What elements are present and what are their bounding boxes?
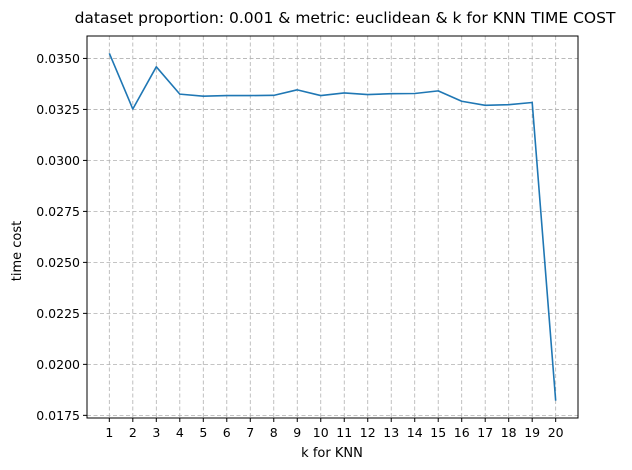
grid-lines (87, 36, 578, 418)
x-tick-label: 20 (548, 425, 564, 440)
x-axis-label: k for KNN (301, 446, 363, 461)
x-axis-ticks: 1 2 3 4 5 6 7 8 9 10 11 12 13 14 15 16 17 18 19 20 (105, 418, 564, 440)
y-tick-label: 0.0200 (36, 357, 80, 372)
plot-border (86, 35, 579, 419)
data-point (437, 90, 439, 92)
data-point (108, 52, 110, 54)
x-tick-label: 15 (430, 425, 446, 440)
data-point (155, 66, 157, 68)
data-point (296, 89, 298, 91)
y-tick-label: 0.0300 (36, 153, 80, 168)
x-tick-label: 4 (176, 425, 184, 440)
data-point (226, 94, 228, 96)
data-point (461, 100, 463, 102)
data-point (132, 108, 134, 110)
y-tick-label: 0.0250 (36, 255, 80, 270)
x-tick-label: 6 (223, 425, 231, 440)
y-tick-label: 0.0325 (36, 102, 80, 117)
x-tick-label: 3 (152, 425, 160, 440)
data-point (390, 93, 392, 95)
data-point (273, 94, 275, 96)
x-tick-label: 7 (246, 425, 254, 440)
x-tick-label: 17 (477, 425, 493, 440)
y-tick-label: 0.0175 (36, 408, 80, 423)
data-point (202, 95, 204, 97)
data-point (414, 92, 416, 94)
x-tick-label: 10 (313, 425, 329, 440)
x-tick-label: 9 (293, 425, 301, 440)
series-line (108, 53, 557, 401)
x-tick-label: 18 (501, 425, 517, 440)
x-tick-label: 16 (454, 425, 470, 440)
x-tick-label: 19 (524, 425, 540, 440)
data-point (554, 399, 556, 401)
x-tick-label: 11 (336, 425, 352, 440)
chart-title: dataset proportion: 0.001 & metric: eucl… (75, 9, 616, 27)
x-tick-label: 8 (270, 425, 278, 440)
data-point (531, 101, 533, 103)
x-tick-label: 1 (105, 425, 113, 440)
y-tick-label: 0.0350 (36, 51, 80, 66)
data-point (484, 104, 486, 106)
data-point (507, 104, 509, 106)
x-tick-label: 12 (360, 425, 376, 440)
y-axis-label: time cost (10, 221, 25, 281)
y-tick-label: 0.0275 (36, 204, 80, 219)
data-point (343, 92, 345, 94)
data-point (367, 93, 369, 95)
data-point (320, 94, 322, 96)
data-point (249, 94, 251, 96)
data-point (179, 93, 181, 95)
y-axis-ticks: 0.0175 0.0200 0.0225 0.0250 0.0275 0.0300 0.03… (36, 51, 87, 423)
y-tick-label: 0.0225 (36, 306, 80, 321)
series-layer (108, 52, 557, 401)
x-tick-label: 14 (407, 425, 423, 440)
x-tick-label: 2 (129, 425, 137, 440)
plot-frame (86, 35, 579, 419)
x-tick-label: 13 (383, 425, 399, 440)
x-tick-label: 5 (199, 425, 207, 440)
